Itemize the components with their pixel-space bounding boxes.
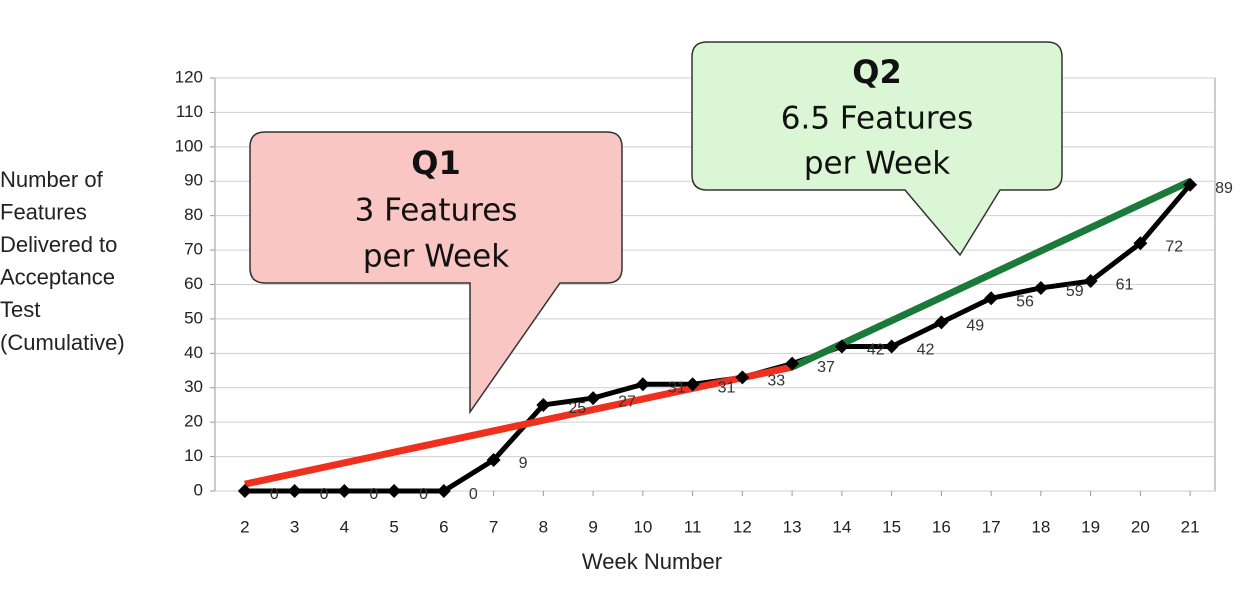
- callout-text: 6.5 Features: [781, 101, 973, 137]
- callout-title: Q2: [852, 53, 901, 91]
- data-label: 33: [767, 373, 785, 390]
- x-tick-label: 5: [389, 517, 398, 536]
- data-label: 0: [369, 486, 378, 503]
- x-tick-label: 12: [733, 517, 752, 536]
- y-tick-label: 60: [184, 274, 203, 293]
- y-axis-label-line: Test: [0, 297, 40, 322]
- x-tick-label: 3: [290, 517, 299, 536]
- plot: 0 0 0 0 0 9 25 27 31 31 33 37 42 42 49 56 59 61 72 89: [237, 177, 1233, 503]
- y-tick-label: 10: [184, 446, 203, 465]
- x-tick-label: 6: [439, 517, 448, 536]
- callout-q2: Q2 6.5 Features per Week: [691, 41, 1063, 257]
- x-tick-label: 19: [1081, 517, 1100, 536]
- callout-text: 3 Features: [355, 193, 518, 229]
- data-point: [237, 484, 252, 498]
- data-label: 42: [867, 342, 885, 359]
- y-tick-label: 20: [184, 412, 203, 431]
- data-label: 0: [320, 486, 329, 503]
- data-point: [884, 339, 899, 354]
- trend-line: [790, 178, 1192, 371]
- x-tick-label: 2: [240, 517, 249, 536]
- data-point: [1033, 280, 1048, 295]
- data-label: 89: [1215, 180, 1233, 197]
- x-tick-label: 13: [783, 517, 802, 536]
- data-point: [486, 453, 501, 468]
- data-point: [1183, 177, 1198, 192]
- data-point: [984, 291, 999, 306]
- data-point: [685, 377, 700, 392]
- data-label: 37: [817, 359, 835, 376]
- x-tick-label: 9: [588, 517, 597, 536]
- data-label: 49: [966, 318, 984, 335]
- y-axis-label-line: Acceptance: [0, 265, 115, 290]
- x-tick-label: 10: [633, 517, 652, 536]
- data-point: [287, 484, 302, 498]
- x-axis-label: Week Number: [582, 549, 722, 574]
- x-tick-label: 11: [684, 517, 702, 536]
- x-tick-label: 4: [340, 517, 349, 536]
- data-label: 59: [1066, 283, 1084, 300]
- y-axis-label-line: Number of: [0, 167, 104, 192]
- callout-text: per Week: [804, 146, 950, 182]
- data-label: 72: [1165, 238, 1183, 255]
- data-label: 0: [270, 486, 279, 503]
- x-tick-label: 14: [832, 517, 851, 536]
- data-point: [785, 356, 800, 371]
- y-tick-label: 70: [184, 240, 203, 259]
- x-tick-label: 18: [1031, 517, 1050, 536]
- x-tick-label: 20: [1131, 517, 1150, 536]
- x-tick-label: 21: [1181, 517, 1200, 536]
- callout-title: Q1: [411, 144, 460, 182]
- y-tick-label: 90: [184, 171, 203, 190]
- y-axis-label: Number of Features Delivered to Acceptance T…: [0, 167, 125, 355]
- data-point: [536, 397, 551, 412]
- y-tick-label: 0: [194, 480, 203, 499]
- data-point: [735, 370, 750, 385]
- data-label: 25: [568, 400, 586, 417]
- y-tick-label: 50: [184, 308, 203, 327]
- x-tick-label: 15: [882, 517, 901, 536]
- data-label: 61: [1116, 276, 1134, 293]
- data-label: 0: [419, 486, 428, 503]
- y-tick-label: 80: [184, 205, 203, 224]
- callout-q1: Q1 3 Features per Week: [249, 131, 623, 415]
- callout-shape: [249, 131, 623, 415]
- x-tick-label: 7: [489, 517, 498, 536]
- x-tick-label: 17: [982, 517, 1001, 536]
- data-point: [337, 484, 352, 498]
- y-axis-label-line: Delivered to: [0, 232, 117, 257]
- data-label: 56: [1016, 293, 1034, 310]
- y-tick-label: 40: [184, 343, 203, 362]
- callout-text: per Week: [363, 239, 509, 275]
- callout-shape: [691, 41, 1063, 257]
- y-tick-label: 120: [175, 67, 203, 86]
- y-tick-label: 110: [176, 102, 203, 121]
- data-label: 31: [668, 380, 686, 397]
- data-point: [436, 484, 451, 498]
- data-point: [834, 339, 849, 354]
- data-point: [1083, 274, 1098, 289]
- y-axis-label-line: Features: [0, 199, 87, 224]
- data-label: 42: [917, 342, 935, 359]
- x-tick-label: 8: [539, 517, 548, 536]
- data-label: 0: [469, 486, 478, 503]
- y-tick-label: 100: [175, 136, 203, 155]
- data-point: [934, 315, 949, 330]
- data-label: 9: [519, 455, 528, 472]
- y-axis-label-line: (Cumulative): [0, 330, 125, 355]
- data-label: 27: [618, 393, 636, 410]
- y-tick-label: 30: [184, 377, 203, 396]
- data-label: 31: [718, 380, 736, 397]
- trend-line: [244, 363, 793, 488]
- data-point: [387, 484, 402, 498]
- x-tick-label: 16: [932, 517, 951, 536]
- data-point: [635, 377, 650, 392]
- data-point: [1133, 236, 1148, 251]
- data-point: [586, 391, 601, 406]
